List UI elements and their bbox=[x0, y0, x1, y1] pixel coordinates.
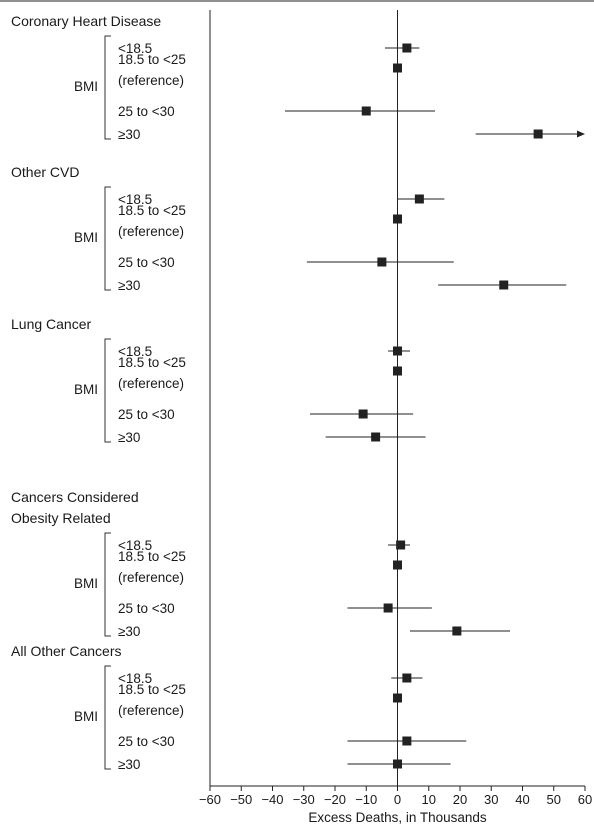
ci-arrow bbox=[577, 130, 585, 138]
row-label: ≥30 bbox=[118, 757, 140, 772]
point-estimate bbox=[402, 673, 412, 683]
bmi-label: BMI bbox=[74, 79, 98, 94]
row-label: 18.5 to <25 bbox=[118, 682, 186, 697]
x-tick-label: −10 bbox=[355, 792, 377, 807]
group-title: Cancers Considered bbox=[11, 489, 139, 505]
bmi-bracket bbox=[104, 665, 111, 770]
group-title: Other CVD bbox=[11, 164, 79, 180]
row-label: (reference) bbox=[118, 570, 184, 585]
bmi-bracket bbox=[104, 532, 111, 637]
x-tick-label: 30 bbox=[484, 792, 498, 807]
x-tick-label: 50 bbox=[547, 792, 561, 807]
row-label: 25 to <30 bbox=[118, 104, 175, 119]
row-label: 25 to <30 bbox=[118, 601, 175, 616]
group-title: Lung Cancer bbox=[11, 316, 92, 332]
row-label: 18.5 to <25 bbox=[118, 52, 186, 67]
row-label: ≥30 bbox=[118, 624, 140, 639]
point-estimate bbox=[393, 560, 402, 570]
bmi-bracket bbox=[104, 338, 111, 443]
row-label: <18.5 bbox=[118, 344, 152, 359]
point-estimate bbox=[383, 603, 393, 613]
x-tick-label: 0 bbox=[394, 792, 401, 807]
x-tick-label: 10 bbox=[422, 792, 436, 807]
row-label: (reference) bbox=[118, 224, 184, 239]
row-label: <18.5 bbox=[118, 192, 152, 207]
row-label: 18.5 to <25 bbox=[118, 549, 186, 564]
row-label: (reference) bbox=[118, 703, 184, 718]
bmi-label: BMI bbox=[74, 709, 98, 724]
row-label: (reference) bbox=[118, 73, 184, 88]
row-label: 25 to <30 bbox=[118, 407, 175, 422]
point-estimate bbox=[402, 43, 412, 53]
point-estimate bbox=[393, 214, 402, 224]
bmi-bracket bbox=[104, 35, 111, 140]
bmi-label: BMI bbox=[74, 230, 98, 245]
point-estimate bbox=[393, 366, 402, 376]
x-tick-label: −40 bbox=[261, 792, 283, 807]
point-estimate bbox=[371, 432, 381, 442]
row-label: 18.5 to <25 bbox=[118, 203, 186, 218]
row-label: ≥30 bbox=[118, 127, 140, 142]
point-estimate bbox=[393, 693, 402, 703]
row-label: <18.5 bbox=[118, 41, 152, 56]
row-label: <18.5 bbox=[118, 671, 152, 686]
point-estimate bbox=[533, 129, 543, 139]
point-estimate bbox=[361, 106, 371, 116]
row-label: 18.5 to <25 bbox=[118, 355, 186, 370]
point-estimate bbox=[499, 280, 509, 290]
bmi-bracket bbox=[104, 186, 111, 291]
row-label: <18.5 bbox=[118, 538, 152, 553]
row-label: (reference) bbox=[118, 376, 184, 391]
point-estimate bbox=[452, 626, 462, 636]
group-title: All Other Cancers bbox=[11, 643, 121, 659]
point-estimate bbox=[414, 194, 424, 204]
x-tick-label: 40 bbox=[515, 792, 529, 807]
x-tick-label: 20 bbox=[453, 792, 467, 807]
group-title: Coronary Heart Disease bbox=[11, 13, 161, 29]
point-estimate bbox=[393, 759, 402, 769]
x-tick-label: −20 bbox=[324, 792, 346, 807]
point-estimate bbox=[402, 736, 412, 746]
row-label: 25 to <30 bbox=[118, 255, 175, 270]
x-axis-title: Excess Deaths, in Thousands bbox=[308, 810, 487, 825]
x-tick-label: −30 bbox=[293, 792, 315, 807]
row-label: 25 to <30 bbox=[118, 734, 175, 749]
bmi-label: BMI bbox=[74, 576, 98, 591]
bmi-label: BMI bbox=[74, 382, 98, 397]
x-tick-label: −60 bbox=[199, 792, 221, 807]
row-label: ≥30 bbox=[118, 278, 140, 293]
point-estimate bbox=[393, 346, 402, 356]
x-tick-label: −50 bbox=[230, 792, 252, 807]
group-title: Obesity Related bbox=[11, 510, 111, 526]
point-estimate bbox=[358, 409, 368, 419]
point-estimate bbox=[396, 540, 406, 550]
x-tick-label: 60 bbox=[578, 792, 592, 807]
point-estimate bbox=[377, 257, 387, 267]
row-label: ≥30 bbox=[118, 430, 140, 445]
point-estimate bbox=[393, 63, 402, 73]
